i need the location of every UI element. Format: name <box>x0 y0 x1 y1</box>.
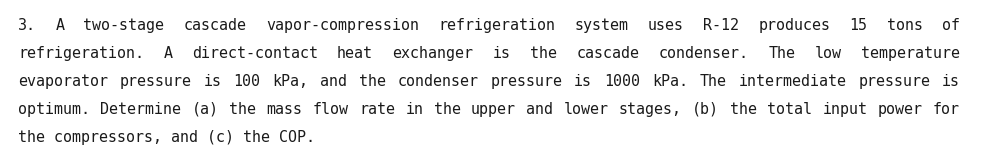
Text: tons: tons <box>886 18 923 33</box>
Text: in: in <box>406 102 424 117</box>
Text: direct-contact: direct-contact <box>192 46 318 61</box>
Text: refrigeration.: refrigeration. <box>18 46 144 61</box>
Text: uses: uses <box>648 18 684 33</box>
Text: pressure: pressure <box>491 74 562 89</box>
Text: 15: 15 <box>849 18 868 33</box>
Text: condenser.: condenser. <box>659 46 749 61</box>
Text: temperature: temperature <box>861 46 960 61</box>
Text: heat: heat <box>337 46 373 61</box>
Text: two-stage: two-stage <box>84 18 164 33</box>
Text: lower: lower <box>563 102 609 117</box>
Text: is: is <box>492 46 511 61</box>
Text: kPa.: kPa. <box>652 74 688 89</box>
Text: A: A <box>55 18 64 33</box>
Text: exchanger: exchanger <box>392 46 474 61</box>
Text: pressure: pressure <box>120 74 192 89</box>
Text: power: power <box>878 102 923 117</box>
Text: the: the <box>229 102 256 117</box>
Text: rate: rate <box>359 102 395 117</box>
Text: total: total <box>767 102 812 117</box>
Text: the compressors, and (c) the COP.: the compressors, and (c) the COP. <box>18 130 315 145</box>
Text: the: the <box>359 74 386 89</box>
Text: stages,: stages, <box>619 102 682 117</box>
Text: condenser: condenser <box>398 74 479 89</box>
Text: the: the <box>530 46 558 61</box>
Text: The: The <box>699 74 727 89</box>
Text: system: system <box>574 18 628 33</box>
Text: flow: flow <box>312 102 349 117</box>
Text: cascade: cascade <box>576 46 639 61</box>
Text: mass: mass <box>266 102 302 117</box>
Text: vapor-compression: vapor-compression <box>266 18 419 33</box>
Text: and: and <box>526 102 554 117</box>
Text: 100: 100 <box>233 74 260 89</box>
Text: low: low <box>815 46 841 61</box>
Text: Determine: Determine <box>100 102 181 117</box>
Text: upper: upper <box>471 102 516 117</box>
Text: (a): (a) <box>192 102 219 117</box>
Text: the: the <box>433 102 461 117</box>
Text: and: and <box>320 74 347 89</box>
Text: intermediate: intermediate <box>739 74 846 89</box>
Text: 1000: 1000 <box>604 74 640 89</box>
Text: evaporator: evaporator <box>18 74 108 89</box>
Text: is: is <box>942 74 960 89</box>
Text: (b): (b) <box>692 102 719 117</box>
Text: The: The <box>768 46 795 61</box>
Text: is: is <box>204 74 222 89</box>
Text: produces: produces <box>758 18 830 33</box>
Text: the: the <box>730 102 756 117</box>
Text: R-12: R-12 <box>703 18 739 33</box>
Text: optimum.: optimum. <box>18 102 90 117</box>
Text: cascade: cascade <box>184 18 247 33</box>
Text: pressure: pressure <box>858 74 930 89</box>
Text: A: A <box>164 46 172 61</box>
Text: 3.: 3. <box>18 18 36 33</box>
Text: for: for <box>933 102 960 117</box>
Text: refrigeration: refrigeration <box>438 18 556 33</box>
Text: of: of <box>942 18 960 33</box>
Text: is: is <box>574 74 592 89</box>
Text: input: input <box>822 102 868 117</box>
Text: kPa,: kPa, <box>272 74 308 89</box>
